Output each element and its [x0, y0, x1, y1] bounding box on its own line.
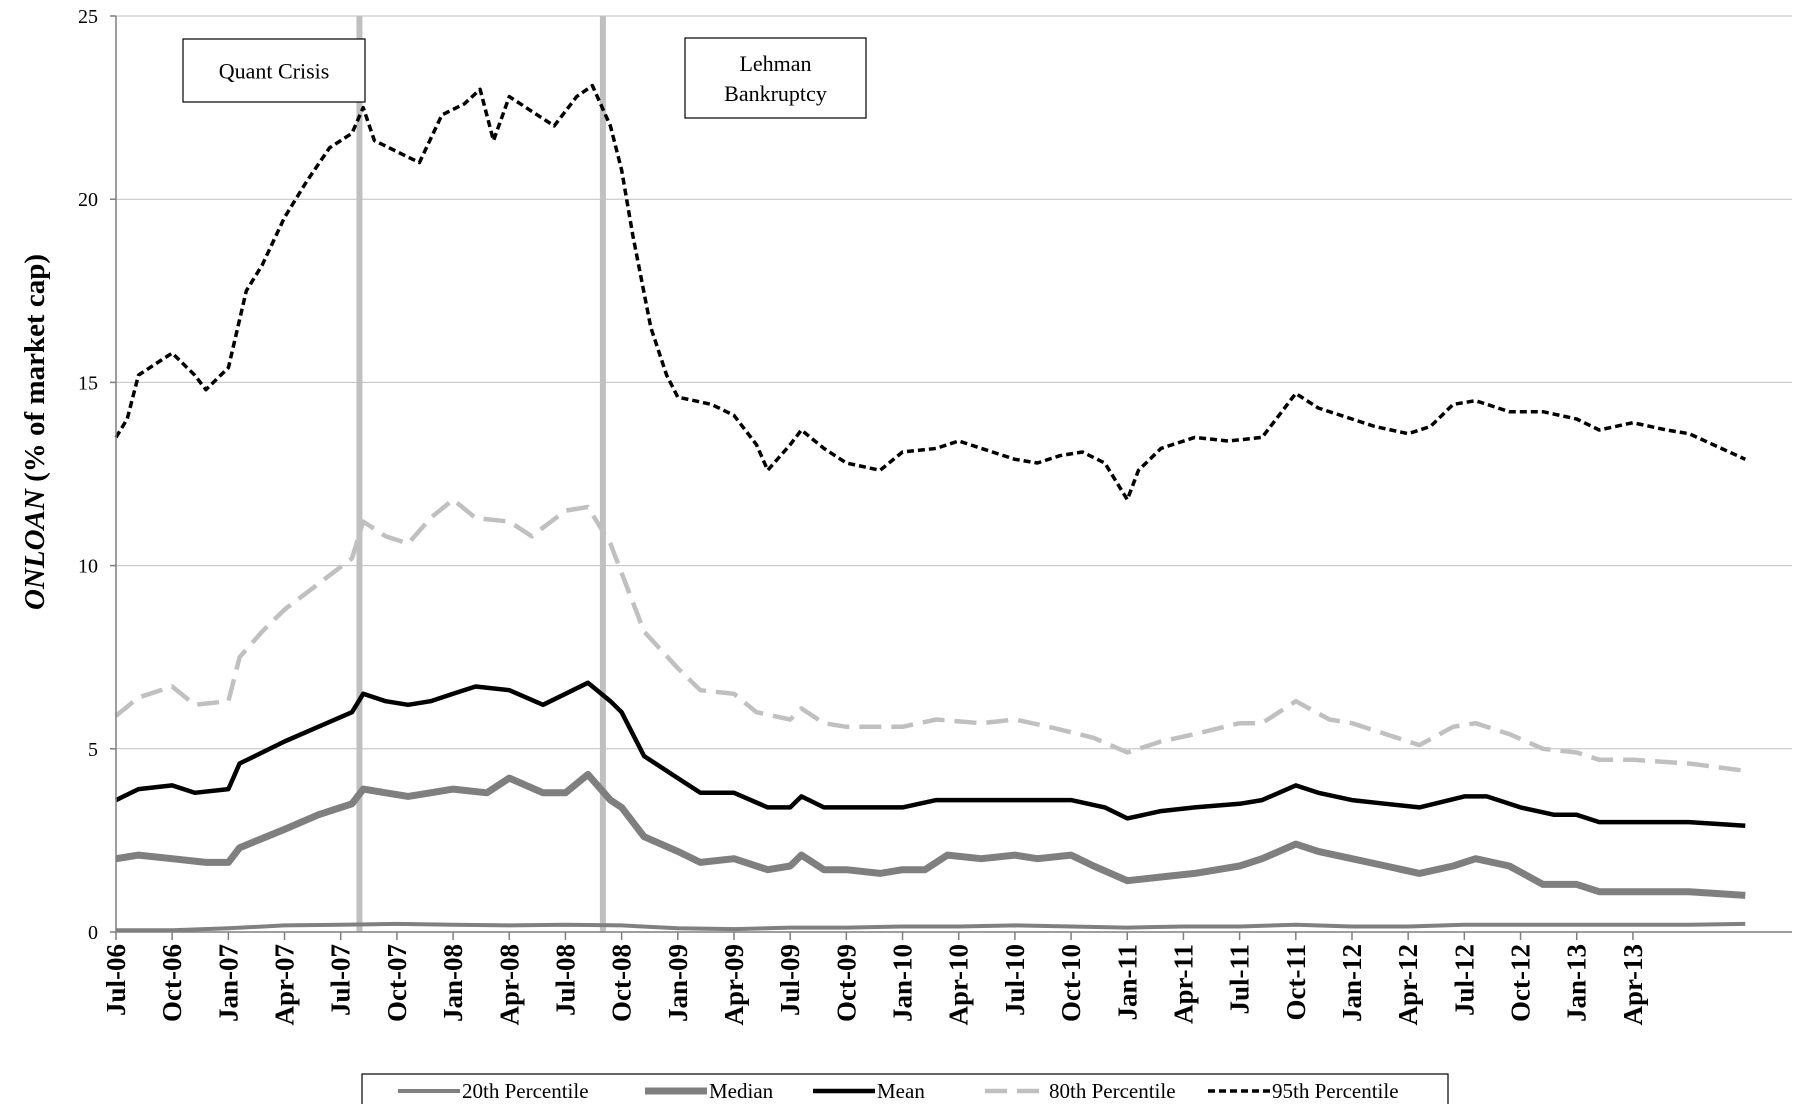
- event-annotations: Quant Crisis Lehman Bankruptcy: [182, 37, 867, 119]
- x-tick-label: Jan-11: [1112, 944, 1142, 1021]
- y-tick-label: 25: [78, 6, 98, 28]
- x-tick-label: Oct-09: [831, 944, 861, 1022]
- legend: 20th Percentile Median Mean 80th Percentile…: [361, 1073, 1449, 1104]
- x-tick-label: Oct-11: [1281, 944, 1311, 1020]
- x-tick-label: Apr-10: [944, 944, 974, 1026]
- x-tick-label: Apr-07: [270, 944, 300, 1026]
- x-tick-label: Jul-11: [1225, 944, 1255, 1015]
- x-tick-label: Apr-09: [719, 944, 749, 1026]
- x-tick-label: Jul-09: [775, 944, 805, 1016]
- event-markers: [356, 16, 606, 932]
- x-tick-label: Oct-08: [607, 944, 637, 1022]
- x-tick-label: Oct-07: [382, 944, 412, 1022]
- series-line: [114, 497, 1746, 774]
- x-tick-label: Apr-08: [494, 944, 524, 1026]
- legend-box: [361, 1073, 1449, 1104]
- y-tick-label: 0: [88, 922, 98, 944]
- legend-label: Mean: [877, 1079, 925, 1103]
- series-lines: [114, 83, 1747, 933]
- x-tick-labels: Jul-06 Oct-06 Jan-07 Apr-07 Jul-07 Oct-07 Jan-…: [101, 944, 1648, 1026]
- annotation-box: [684, 37, 867, 119]
- y-tick-label: 20: [78, 189, 98, 211]
- x-tick-label: Jan-10: [888, 944, 918, 1022]
- y-axis-label: ONLOAN (% of market cap): [19, 254, 51, 610]
- x-tick-label: Apr-12: [1393, 944, 1423, 1026]
- event-annotation: Quant Crisis: [182, 38, 366, 103]
- annotation-text: Quant Crisis: [219, 59, 330, 84]
- annotation-box: [182, 38, 366, 103]
- legend-label: 20th Percentile: [462, 1079, 589, 1103]
- series-line: [115, 680, 1746, 828]
- series-line: [116, 921, 1746, 933]
- grid-lines: [116, 15, 1792, 750]
- x-tick-label: Apr-11: [1168, 944, 1198, 1024]
- x-tick-label: Oct-12: [1506, 944, 1536, 1022]
- annotation-text: Lehman: [739, 51, 811, 76]
- x-tick-label: Jul-06: [101, 944, 131, 1016]
- annotation-text: Bankruptcy: [724, 81, 827, 106]
- x-tick-label: Jan-09: [663, 944, 693, 1022]
- x-tick-label: Jul-12: [1449, 944, 1479, 1016]
- x-tick-label: Jan-08: [438, 944, 468, 1022]
- series-line: [114, 83, 1747, 502]
- legend-label: 95th Percentile: [1272, 1079, 1399, 1103]
- legend-label: 80th Percentile: [1049, 1079, 1176, 1103]
- y-tick-label: 5: [88, 739, 98, 761]
- x-tick-label: Apr-13: [1618, 944, 1648, 1026]
- x-tick-label: Jul-10: [1000, 944, 1030, 1016]
- event-annotation: Lehman Bankruptcy: [684, 37, 867, 119]
- x-tick-label: Jan-07: [213, 944, 243, 1022]
- y-tick-labels: 0 5 10 15 20 25: [78, 6, 98, 944]
- y-tick-label: 10: [78, 556, 98, 578]
- x-tick-label: Oct-06: [157, 944, 187, 1022]
- x-tick-label: Jul-08: [550, 944, 580, 1016]
- x-tick-label: Jul-07: [326, 944, 356, 1016]
- legend-label: Median: [709, 1079, 774, 1103]
- y-tick-label: 15: [78, 372, 98, 394]
- x-tick-label: Oct-10: [1056, 944, 1086, 1022]
- series-line: [115, 770, 1746, 899]
- x-tick-label: Jan-12: [1337, 944, 1367, 1022]
- x-tick-label: Jan-13: [1562, 944, 1592, 1022]
- axes: [110, 15, 1792, 940]
